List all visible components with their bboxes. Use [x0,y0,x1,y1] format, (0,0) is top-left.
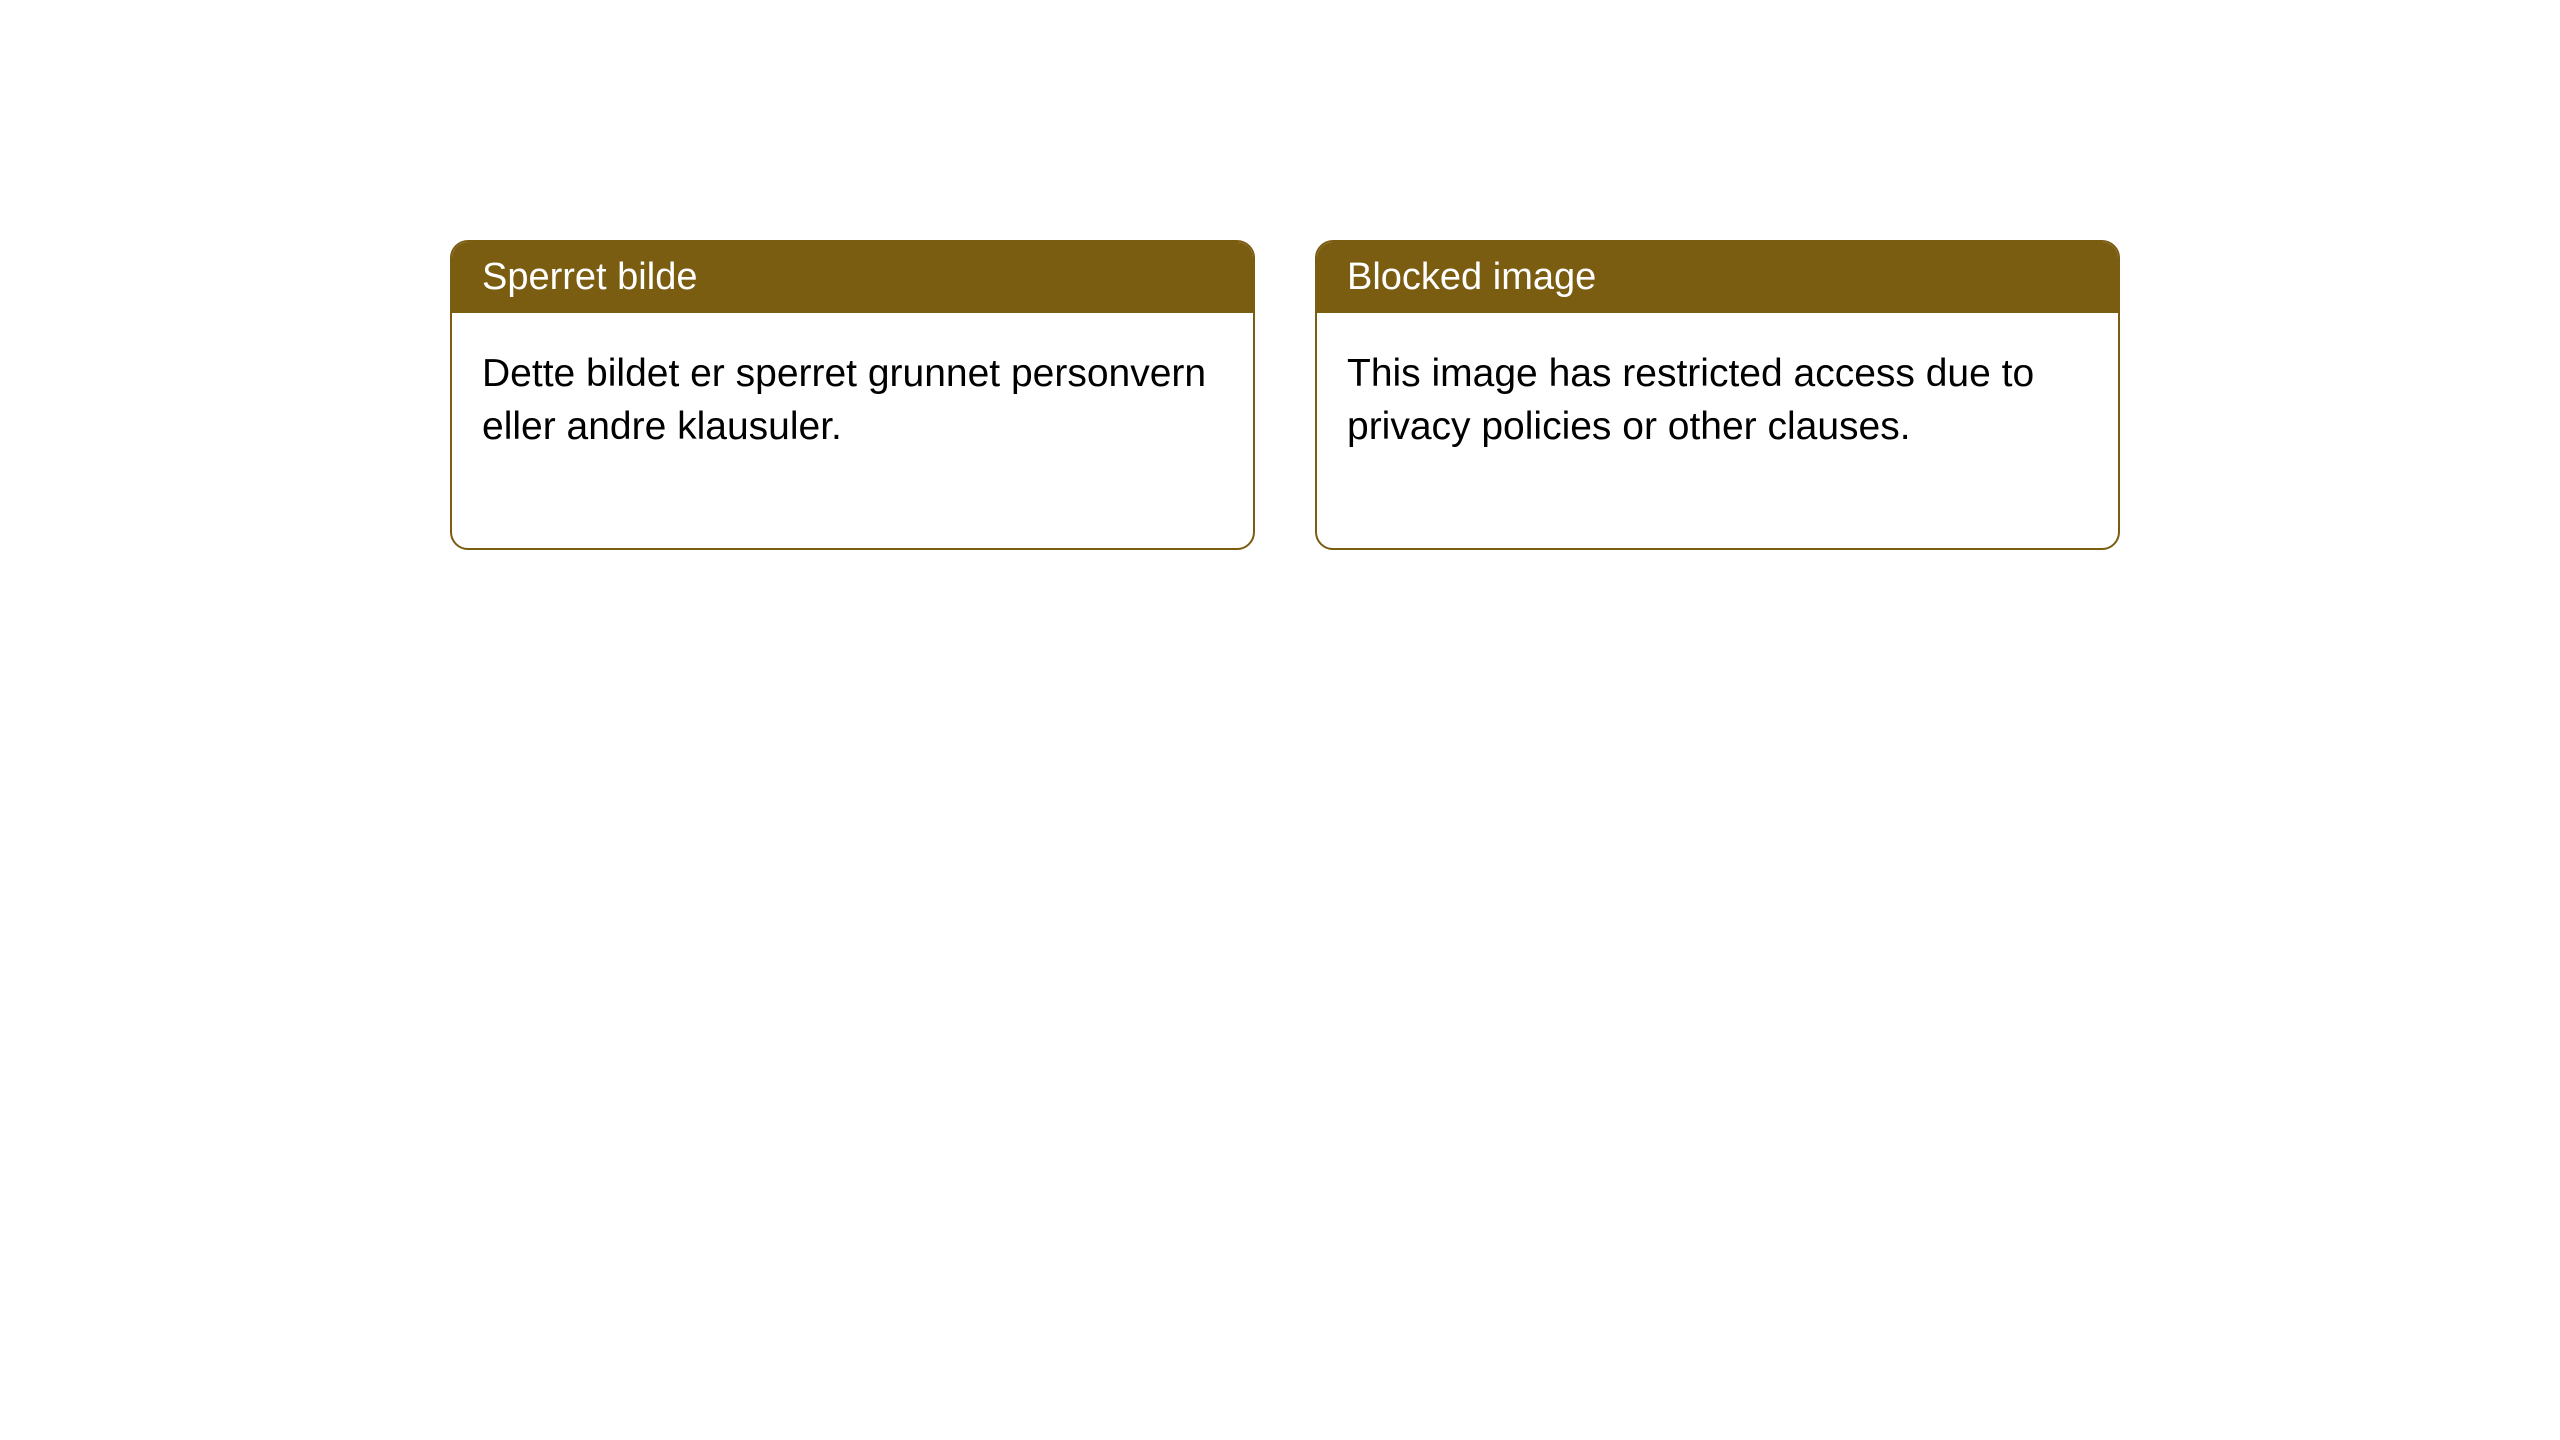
notice-body-english: This image has restricted access due to … [1317,313,2118,548]
notice-header-norwegian: Sperret bilde [452,242,1253,313]
notice-body-norwegian: Dette bildet er sperret grunnet personve… [452,313,1253,548]
notices-container: Sperret bilde Dette bildet er sperret gr… [450,240,2560,550]
notice-norwegian: Sperret bilde Dette bildet er sperret gr… [450,240,1255,550]
notice-english: Blocked image This image has restricted … [1315,240,2120,550]
notice-header-english: Blocked image [1317,242,2118,313]
